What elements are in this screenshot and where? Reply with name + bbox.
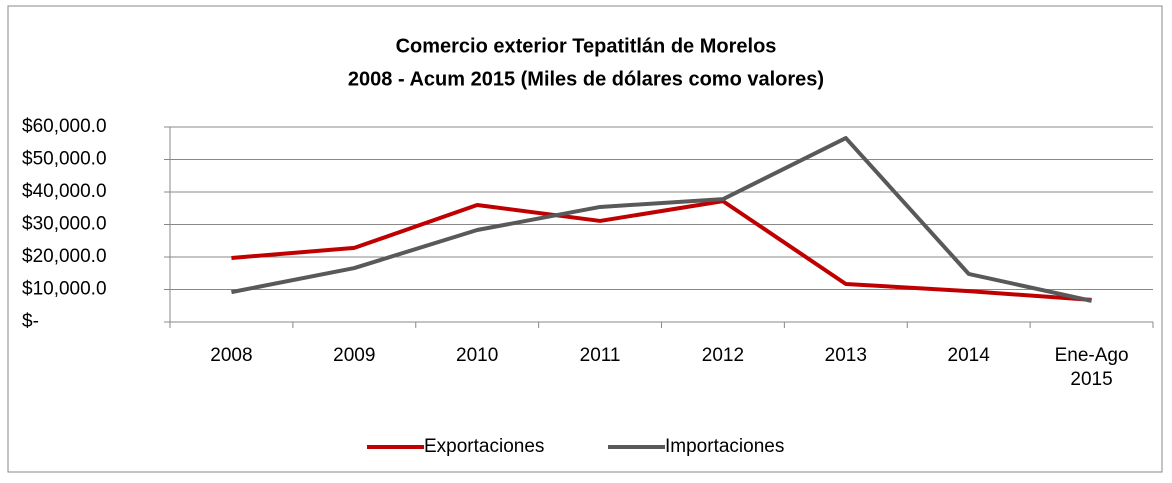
x-tick-label: Ene-Ago 2015: [1054, 345, 1129, 390]
chart-title: Comercio exterior Tepatitlán de Morelos: [396, 35, 777, 57]
y-tick-label: $60,000.0: [22, 116, 107, 137]
x-tick-label: 2012: [701, 345, 745, 366]
y-tick-label: $40,000.0: [22, 181, 107, 202]
y-tick-label: $10,000.0: [22, 279, 107, 300]
x-tick-label: 2014: [947, 345, 990, 366]
y-tick-label: $-: [22, 311, 39, 332]
chart-subtitle: 2008 - Acum 2015 (Miles de dólares como …: [348, 68, 824, 90]
x-tick-label: 2010: [456, 345, 499, 366]
chart-border: [7, 5, 1163, 473]
y-tick-label: $50,000.0: [22, 149, 107, 170]
x-tick-label: 2011: [579, 345, 621, 366]
x-tick-label: 2009: [333, 345, 376, 366]
legend-label: Importaciones: [665, 436, 784, 457]
series-line: [231, 136, 1092, 303]
y-tick-label: $30,000.0: [22, 214, 107, 235]
y-tick-label: $20,000.0: [22, 246, 107, 267]
x-tick-label: 2013: [824, 345, 867, 366]
legend-label: Exportaciones: [424, 436, 544, 457]
series-line: [231, 199, 1092, 302]
x-tick-label: 2008: [210, 345, 253, 366]
